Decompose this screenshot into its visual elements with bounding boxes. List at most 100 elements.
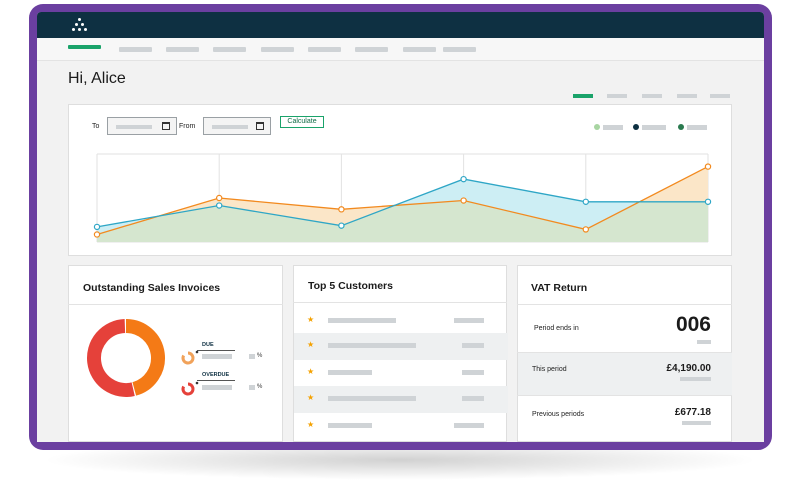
leader-dot — [195, 381, 199, 385]
invoices-title: Outstanding Sales Invoices — [83, 282, 221, 294]
donut-segment-overdue — [87, 319, 135, 397]
data-point-orange — [582, 226, 590, 233]
star-icon: ★ — [307, 340, 315, 349]
view-tab[interactable] — [642, 94, 662, 98]
view-tab[interactable] — [607, 94, 627, 98]
calculate-button[interactable]: Calculate — [280, 116, 324, 128]
view-tab-selected[interactable] — [573, 94, 593, 98]
customer-amount — [462, 396, 484, 401]
nav-item[interactable] — [261, 47, 294, 52]
data-point-blue — [93, 223, 101, 231]
customer-amount — [454, 423, 484, 428]
leader-line — [197, 380, 235, 381]
list-item[interactable]: ★ — [294, 360, 508, 387]
leader-line — [197, 350, 235, 351]
divider — [517, 304, 732, 305]
data-point-blue — [582, 198, 590, 205]
data-point-orange — [704, 163, 712, 170]
star-icon: ★ — [307, 420, 315, 429]
view-tab[interactable] — [710, 94, 730, 98]
customer-name — [328, 396, 416, 401]
from-date-field[interactable] — [203, 117, 271, 135]
nav-item[interactable] — [308, 47, 341, 52]
list-item[interactable]: ★ — [294, 308, 508, 335]
star-icon: ★ — [307, 393, 315, 402]
customer-name — [328, 423, 372, 428]
legend-marker-dark — [633, 124, 639, 130]
nav-item-dashboard[interactable] — [68, 45, 101, 49]
leader-dot — [195, 350, 199, 354]
top-bar — [37, 12, 764, 38]
divider — [293, 302, 507, 303]
overdue-amount — [202, 385, 232, 390]
app-screen: Hi, Alice To From Calculate Outstanding … — [37, 12, 764, 442]
period-ends-value: 006 — [675, 313, 711, 336]
logo-icon[interactable] — [71, 16, 89, 34]
nav-item[interactable] — [403, 47, 436, 52]
due-label: DUE — [202, 342, 214, 348]
nav-item[interactable] — [443, 47, 476, 52]
view-tab[interactable] — [677, 94, 697, 98]
to-label: To — [92, 123, 100, 130]
data-point-blue — [338, 222, 345, 229]
to-date-field[interactable] — [107, 117, 177, 135]
data-point-orange — [215, 194, 223, 202]
data-point-orange — [460, 197, 467, 204]
legend-label — [603, 125, 623, 130]
legend-label — [687, 125, 707, 130]
calendar-icon[interactable] — [256, 122, 264, 130]
overdue-percent-symbol: % — [257, 384, 263, 390]
star-icon: ★ — [307, 367, 315, 376]
due-percent-value — [249, 354, 255, 359]
invoices-donut-chart — [87, 319, 199, 397]
due-amount — [202, 354, 232, 359]
list-item[interactable]: ★ — [294, 413, 508, 440]
customer-amount — [462, 343, 484, 348]
customers-list: ★ ★ ★ ★ ★ — [294, 308, 508, 442]
data-point-orange — [93, 231, 101, 238]
divider — [517, 352, 732, 353]
list-item[interactable]: ★ — [294, 333, 508, 360]
list-item[interactable]: ★ — [294, 386, 508, 413]
customer-name — [328, 318, 396, 323]
series-blue-line — [96, 178, 708, 228]
star-icon: ★ — [307, 315, 315, 324]
customer-amount — [462, 370, 484, 375]
data-point-blue — [704, 198, 712, 205]
due-gauge-icon — [181, 351, 195, 365]
nav-item[interactable] — [119, 47, 152, 52]
this-period-row — [518, 352, 732, 395]
nav-item[interactable] — [213, 47, 246, 52]
overdue-gauge-icon — [181, 382, 195, 396]
nav-item[interactable] — [355, 47, 388, 52]
nav-item[interactable] — [166, 47, 199, 52]
series-orange-line — [96, 166, 709, 236]
customer-name — [328, 343, 416, 348]
date-placeholder — [116, 125, 152, 129]
vat-title: VAT Return — [531, 282, 588, 294]
this-period-label: This period — [532, 366, 567, 373]
data-point-blue — [460, 175, 467, 183]
overdue-percent-value — [249, 385, 255, 390]
this-period-sub — [680, 377, 711, 381]
customer-amount — [454, 318, 484, 323]
this-period-value: £4,190.00 — [666, 363, 712, 374]
main-navigation — [37, 38, 764, 61]
overdue-label: OVERDUE — [202, 372, 230, 378]
from-label: From — [179, 123, 196, 130]
previous-periods-sub — [682, 421, 711, 425]
data-point-orange — [338, 206, 345, 213]
calendar-icon[interactable] — [162, 122, 170, 130]
period-ends-sub — [697, 340, 711, 344]
divider — [517, 395, 732, 396]
legend-marker-light-green — [594, 124, 600, 130]
legend-marker-green — [678, 124, 684, 130]
page-title: Hi, Alice — [68, 70, 126, 87]
legend-label — [642, 125, 666, 130]
date-placeholder — [212, 125, 248, 129]
sales-chart — [93, 153, 712, 243]
customer-name — [328, 370, 372, 375]
invoices-card — [68, 265, 283, 442]
donut-segment-due — [125, 319, 165, 396]
previous-periods-value: £677.18 — [674, 407, 711, 418]
